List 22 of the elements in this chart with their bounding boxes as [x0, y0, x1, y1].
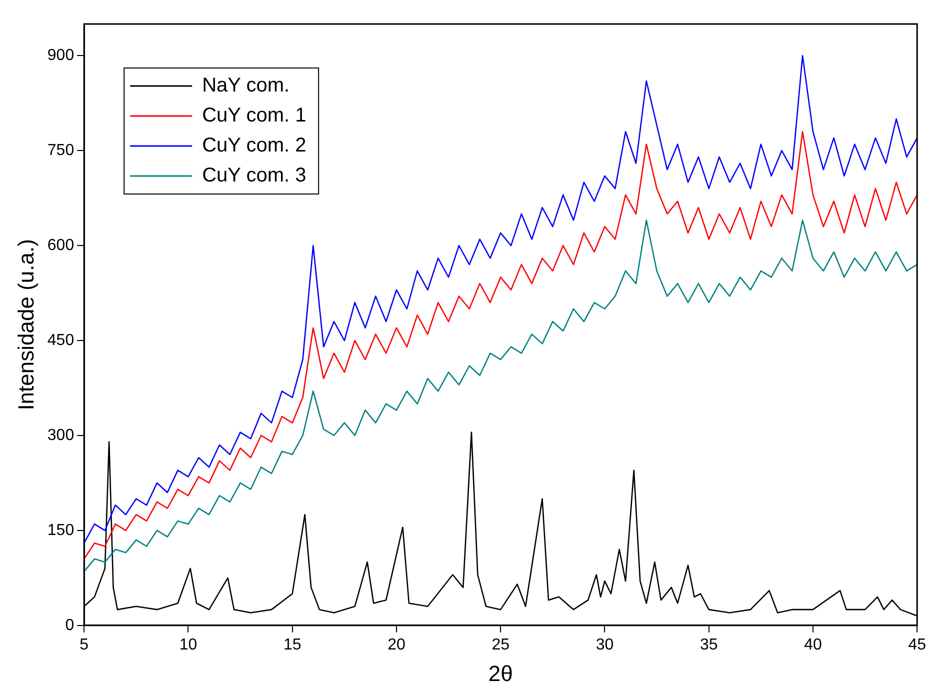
- y-tick-label: 900: [47, 47, 74, 64]
- x-tick-label: 10: [179, 636, 198, 654]
- legend-label: CuY com. 1: [202, 104, 306, 127]
- x-tick-label: 40: [804, 636, 822, 654]
- x-tick-label: 30: [596, 636, 614, 654]
- y-tick-label: 300: [47, 426, 74, 444]
- y-tick-label: 0: [65, 616, 74, 634]
- x-tick-label: 20: [388, 636, 406, 654]
- x-tick-label: 35: [700, 636, 718, 654]
- y-tick-label: 450: [47, 332, 74, 349]
- y-tick-label: 150: [47, 522, 74, 539]
- x-tick-label: 15: [283, 636, 302, 654]
- y-tick-label: 750: [47, 142, 74, 160]
- y-tick-label: 600: [47, 236, 74, 254]
- legend-label: CuY com. 2: [202, 134, 306, 157]
- x-tick-label: 5: [80, 636, 89, 654]
- y-axis-title: Intensidade (u.a.): [13, 239, 38, 410]
- x-tick-label: 25: [492, 636, 510, 654]
- x-tick-label: 45: [908, 636, 926, 654]
- legend-label: NaY com.: [202, 74, 290, 97]
- legend-label: CuY com. 3: [202, 164, 306, 187]
- x-axis-title: 2θ: [488, 660, 513, 686]
